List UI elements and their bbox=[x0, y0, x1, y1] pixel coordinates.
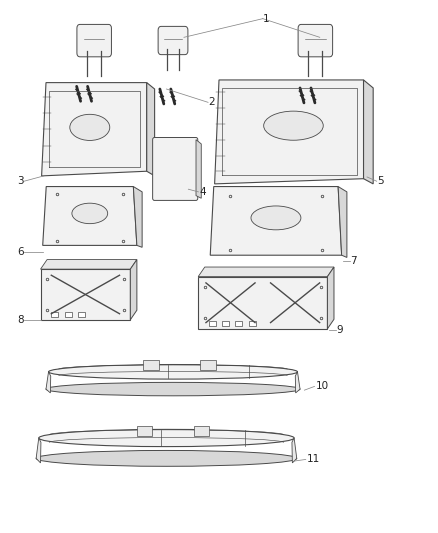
Text: 5: 5 bbox=[378, 176, 384, 186]
Polygon shape bbox=[338, 187, 347, 257]
Text: 6: 6 bbox=[18, 247, 24, 256]
Polygon shape bbox=[131, 260, 137, 320]
Ellipse shape bbox=[72, 203, 108, 224]
Bar bbox=[249, 321, 256, 326]
Polygon shape bbox=[215, 80, 364, 184]
Bar bbox=[137, 426, 152, 436]
Polygon shape bbox=[295, 372, 300, 393]
Bar bbox=[223, 321, 230, 326]
FancyBboxPatch shape bbox=[298, 25, 332, 57]
Bar bbox=[143, 360, 159, 370]
Ellipse shape bbox=[39, 430, 294, 447]
Polygon shape bbox=[46, 372, 51, 393]
Bar bbox=[194, 426, 209, 436]
Polygon shape bbox=[292, 438, 297, 463]
Text: 9: 9 bbox=[336, 326, 343, 335]
Ellipse shape bbox=[49, 365, 297, 379]
Polygon shape bbox=[198, 267, 334, 277]
Bar bbox=[65, 312, 72, 317]
Text: 7: 7 bbox=[350, 256, 357, 266]
Text: 10: 10 bbox=[315, 382, 328, 391]
FancyBboxPatch shape bbox=[158, 26, 188, 55]
Text: 2: 2 bbox=[208, 98, 215, 107]
Polygon shape bbox=[41, 260, 137, 269]
Polygon shape bbox=[133, 187, 142, 247]
Polygon shape bbox=[198, 277, 327, 329]
Ellipse shape bbox=[36, 450, 297, 466]
Polygon shape bbox=[42, 187, 137, 245]
Polygon shape bbox=[210, 187, 342, 255]
Text: 11: 11 bbox=[307, 455, 320, 464]
Ellipse shape bbox=[46, 382, 300, 396]
Polygon shape bbox=[196, 140, 201, 198]
Ellipse shape bbox=[264, 111, 323, 140]
Bar bbox=[52, 312, 59, 317]
Polygon shape bbox=[36, 438, 41, 463]
Bar bbox=[209, 321, 216, 326]
Polygon shape bbox=[327, 267, 334, 329]
Text: 4: 4 bbox=[199, 187, 206, 197]
Polygon shape bbox=[364, 80, 373, 184]
Text: 1: 1 bbox=[263, 14, 269, 23]
Text: 8: 8 bbox=[18, 315, 24, 325]
Bar bbox=[200, 360, 216, 370]
Polygon shape bbox=[147, 83, 155, 176]
Ellipse shape bbox=[251, 206, 301, 230]
FancyBboxPatch shape bbox=[77, 25, 111, 57]
Text: 3: 3 bbox=[18, 176, 24, 186]
Polygon shape bbox=[42, 83, 147, 176]
Bar bbox=[236, 321, 243, 326]
Polygon shape bbox=[41, 269, 131, 320]
FancyBboxPatch shape bbox=[152, 138, 198, 200]
Bar bbox=[78, 312, 85, 317]
Ellipse shape bbox=[70, 115, 110, 140]
